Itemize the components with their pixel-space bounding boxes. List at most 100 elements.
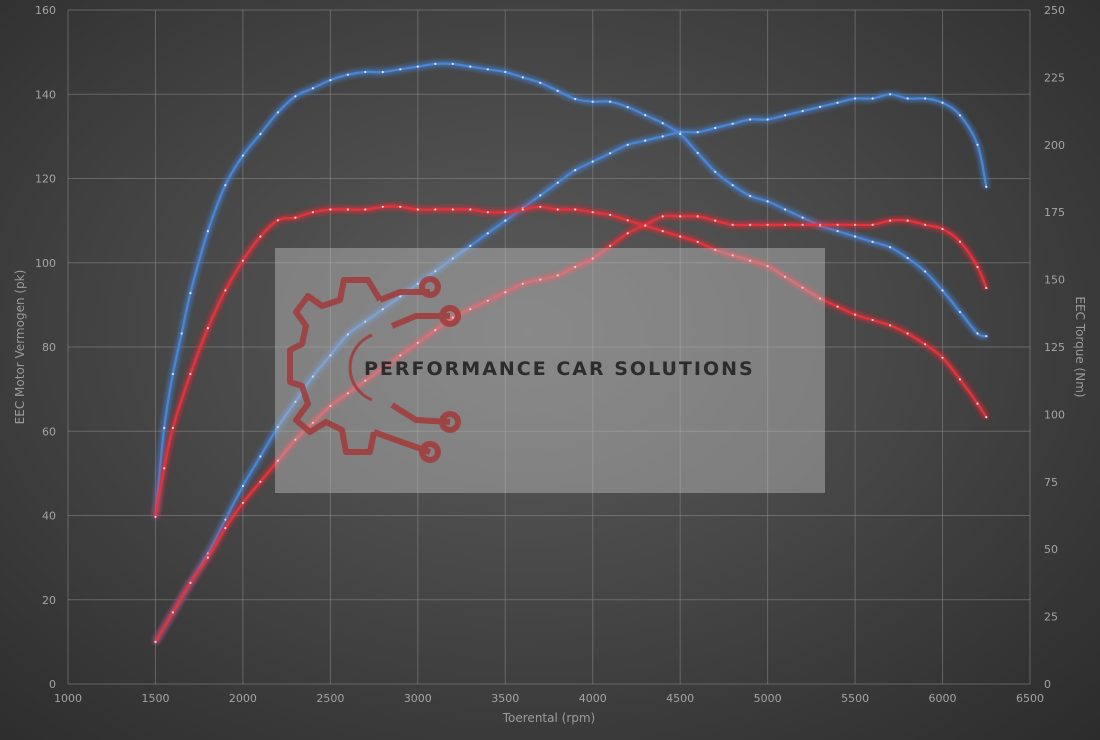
- data-point: [469, 308, 472, 311]
- data-point: [941, 227, 944, 231]
- data-point: [609, 213, 612, 216]
- data-point: [206, 327, 209, 330]
- y-right-tick-label: 25: [1044, 611, 1058, 624]
- data-point: [539, 194, 542, 197]
- data-point: [644, 114, 647, 117]
- data-point: [784, 223, 787, 226]
- data-point: [171, 426, 174, 429]
- y-right-tick-label: 0: [1044, 678, 1051, 691]
- data-point: [241, 501, 244, 504]
- data-point: [766, 200, 769, 203]
- data-point: [241, 259, 244, 262]
- data-point: [941, 289, 944, 292]
- data-point: [294, 216, 297, 219]
- data-point: [871, 318, 874, 322]
- data-point: [714, 248, 717, 251]
- data-point: [381, 205, 384, 208]
- data-point: [294, 95, 297, 98]
- data-point: [941, 101, 944, 104]
- data-point: [206, 556, 209, 559]
- y-left-axis-title: EEC Motor Vermogen (pk): [13, 270, 27, 425]
- data-point: [486, 232, 489, 235]
- data-point: [486, 68, 489, 71]
- x-tick-label: 4500: [666, 692, 694, 705]
- data-point: [941, 356, 944, 359]
- x-tick-label: 4000: [579, 692, 607, 705]
- data-point: [749, 259, 752, 262]
- data-point: [958, 310, 962, 314]
- data-point: [836, 101, 839, 104]
- data-point: [521, 282, 524, 285]
- data-point: [556, 181, 559, 184]
- data-point: [644, 224, 647, 227]
- data-point: [626, 219, 629, 222]
- y-right-tick-label: 225: [1044, 71, 1065, 84]
- data-point: [364, 70, 367, 74]
- data-point: [521, 76, 524, 79]
- data-point: [661, 230, 664, 233]
- data-point: [416, 341, 419, 344]
- data-point: [504, 70, 507, 74]
- data-point: [679, 235, 682, 238]
- data-point: [679, 215, 682, 218]
- data-point: [924, 343, 927, 346]
- data-point: [259, 235, 262, 238]
- data-point: [259, 480, 262, 483]
- data-point: [539, 81, 542, 84]
- y-left-tick-label: 140: [35, 88, 56, 101]
- data-point: [661, 122, 664, 125]
- data-point: [416, 65, 419, 68]
- data-point: [958, 378, 962, 381]
- y-right-tick-label: 150: [1044, 274, 1065, 287]
- data-point: [381, 70, 384, 74]
- data-point: [836, 230, 839, 233]
- data-point: [591, 211, 594, 214]
- data-point: [416, 208, 419, 211]
- data-point: [906, 97, 909, 100]
- data-point: [276, 219, 279, 222]
- y-right-tick-label: 250: [1044, 4, 1065, 17]
- data-point: [539, 278, 542, 281]
- data-point: [381, 367, 384, 370]
- data-point: [224, 184, 227, 187]
- data-point: [189, 292, 192, 295]
- grid-lines: [67, 9, 1031, 685]
- data-point: [644, 139, 647, 142]
- data-point: [163, 467, 166, 470]
- data-point: [836, 223, 839, 226]
- data-point: [434, 62, 437, 65]
- data-point: [574, 97, 577, 101]
- data-point: [696, 151, 699, 154]
- data-point: [451, 257, 454, 260]
- data-point: [346, 208, 349, 211]
- data-point: [329, 354, 332, 357]
- y-right-tick-label: 100: [1044, 408, 1065, 421]
- data-point: [766, 118, 769, 121]
- data-point: [399, 68, 402, 71]
- data-point: [469, 65, 472, 68]
- data-point: [486, 299, 489, 302]
- x-tick-label: 6500: [1016, 692, 1044, 705]
- data-point: [731, 254, 734, 257]
- data-point: [399, 354, 402, 357]
- data-point: [163, 426, 166, 429]
- data-point: [171, 611, 174, 614]
- data-point: [731, 184, 734, 187]
- data-point: [451, 316, 454, 319]
- data-point: [224, 289, 227, 292]
- data-point: [985, 335, 988, 338]
- data-point: [556, 208, 559, 211]
- data-point: [889, 219, 892, 222]
- data-point: [180, 332, 183, 335]
- data-point: [714, 126, 717, 130]
- data-point: [749, 194, 752, 198]
- data-point: [556, 89, 559, 92]
- data-point: [241, 154, 244, 157]
- data-point: [924, 223, 927, 226]
- data-point: [985, 185, 988, 188]
- data-point: [294, 438, 297, 441]
- data-point: [451, 62, 454, 65]
- data-point: [574, 208, 577, 211]
- data-point: [985, 416, 988, 419]
